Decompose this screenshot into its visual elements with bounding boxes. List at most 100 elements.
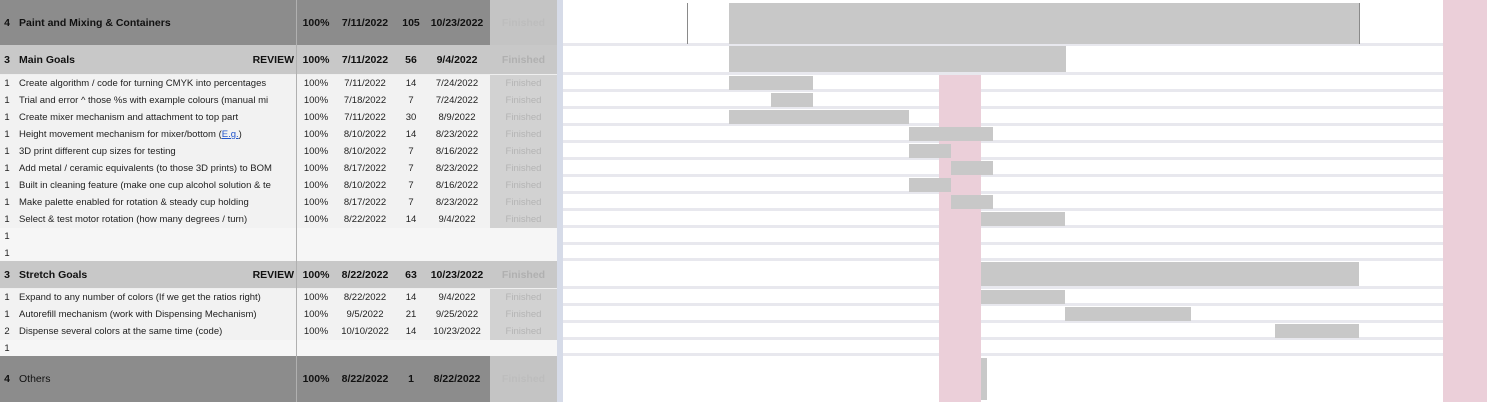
percent-cell[interactable]: 100% xyxy=(302,268,330,281)
task-name-cell[interactable]: Add metal / ceramic equivalents (to thos… xyxy=(19,163,272,174)
gantt-bar[interactable] xyxy=(951,161,993,175)
percent-cell[interactable]: 100% xyxy=(303,129,329,140)
task-name-cell[interactable]: Make palette enabled for rotation & stea… xyxy=(19,197,249,208)
end-date-cell[interactable]: 8/16/2022 xyxy=(435,146,479,157)
duration-cell[interactable]: 7 xyxy=(408,180,414,191)
duration-cell[interactable]: 1 xyxy=(408,373,414,385)
duration-cell[interactable]: 7 xyxy=(408,197,414,208)
percent-cell[interactable]: 100% xyxy=(303,326,329,337)
gantt-bar[interactable] xyxy=(729,46,1066,72)
percent-cell[interactable]: 100% xyxy=(303,180,329,191)
percent-cell[interactable]: 100% xyxy=(302,53,330,66)
gantt-bar[interactable] xyxy=(909,178,951,192)
duration-cell[interactable]: 63 xyxy=(405,268,417,281)
gantt-bar[interactable] xyxy=(981,212,1065,226)
percent-cell[interactable]: 100% xyxy=(303,78,329,89)
task-name-cell[interactable]: Height movement mechanism for mixer/bott… xyxy=(19,129,242,140)
task-name-cell[interactable]: Built in cleaning feature (make one cup … xyxy=(19,180,271,191)
duration-cell[interactable]: 30 xyxy=(405,112,417,123)
end-date-cell[interactable]: 8/22/2022 xyxy=(433,373,481,385)
status-cell[interactable]: Finished xyxy=(490,75,557,92)
duration-cell[interactable]: 7 xyxy=(408,95,414,106)
status-cell[interactable]: Finished xyxy=(490,289,557,306)
start-date-cell[interactable]: 7/11/2022 xyxy=(341,53,389,66)
gantt-bar[interactable] xyxy=(1065,307,1191,321)
task-name-cell[interactable]: 3D print different cup sizes for testing xyxy=(19,146,176,157)
duration-cell[interactable]: 21 xyxy=(405,309,417,320)
table-row-section[interactable]: 4 Paint and Mixing & Containers 100% 7/1… xyxy=(0,0,557,45)
table-row[interactable]: 1 Select & test motor rotation (how many… xyxy=(0,211,557,229)
task-name-cell[interactable]: Stretch Goals xyxy=(19,268,88,281)
table-row[interactable]: 2 Dispense several colors at the same ti… xyxy=(0,323,557,341)
percent-cell[interactable]: 100% xyxy=(303,146,329,157)
end-date-cell[interactable]: 8/16/2022 xyxy=(435,180,479,191)
end-date-cell[interactable]: 9/25/2022 xyxy=(435,309,479,320)
gantt-bar[interactable] xyxy=(729,3,1360,44)
table-row-section[interactable]: 4 Others 100% 8/22/2022 1 8/22/2022 Fini… xyxy=(0,356,557,402)
gantt-bar[interactable] xyxy=(981,262,1359,286)
empty-cells[interactable] xyxy=(296,228,491,245)
status-cell[interactable]: Finished xyxy=(501,268,546,281)
percent-cell[interactable]: 100% xyxy=(303,197,329,208)
percent-cell[interactable]: 100% xyxy=(303,309,329,320)
percent-cell[interactable]: 100% xyxy=(302,16,330,29)
end-date-cell[interactable]: 10/23/2022 xyxy=(433,326,481,337)
duration-cell[interactable]: 14 xyxy=(405,326,417,337)
end-date-cell[interactable]: 8/23/2022 xyxy=(435,197,479,208)
duration-cell[interactable]: 14 xyxy=(405,78,417,89)
gantt-bar[interactable] xyxy=(1275,324,1359,338)
table-row[interactable]: 1 Trial and error ^ those %s with exampl… xyxy=(0,92,557,110)
task-name-cell[interactable]: Dispense several colors at the same time… xyxy=(19,326,223,337)
end-date-cell[interactable]: 7/24/2022 xyxy=(435,78,479,89)
percent-cell[interactable]: 100% xyxy=(303,95,329,106)
table-row[interactable]: 1 Create algorithm / code for turning CM… xyxy=(0,75,557,93)
pane-divider[interactable] xyxy=(557,0,563,402)
duration-cell[interactable]: 56 xyxy=(405,53,417,66)
task-name-cell[interactable]: Trial and error ^ those %s with example … xyxy=(19,95,269,106)
gantt-bar[interactable] xyxy=(771,93,813,107)
start-date-cell[interactable]: 8/10/2022 xyxy=(343,180,387,191)
start-date-cell[interactable]: 7/11/2022 xyxy=(344,78,386,89)
duration-cell[interactable]: 14 xyxy=(405,129,417,140)
status-cell[interactable]: Finished xyxy=(490,211,557,228)
gantt-bar[interactable] xyxy=(909,144,951,158)
start-date-cell[interactable]: 8/10/2022 xyxy=(343,129,387,140)
status-cell[interactable]: Finished xyxy=(490,177,557,194)
status-cell[interactable]: Finished xyxy=(490,109,557,126)
task-name-cell[interactable]: Autorefill mechanism (work with Dispensi… xyxy=(19,309,257,320)
end-date-cell[interactable]: 8/23/2022 xyxy=(435,129,479,140)
status-cell[interactable]: Finished xyxy=(490,160,557,177)
table-row[interactable]: 1 Built in cleaning feature (make one cu… xyxy=(0,177,557,195)
start-date-cell[interactable]: 7/11/2022 xyxy=(344,112,386,123)
gantt-bar[interactable] xyxy=(729,110,909,124)
start-date-cell[interactable]: 8/22/2022 xyxy=(343,214,387,225)
start-date-cell[interactable]: 8/22/2022 xyxy=(341,373,389,385)
status-cell[interactable]: Finished xyxy=(490,143,557,160)
table-row[interactable]: 1 Make palette enabled for rotation & st… xyxy=(0,194,557,212)
task-name-cell[interactable]: Expand to any number of colors (If we ge… xyxy=(19,292,261,303)
status-cell[interactable]: Finished xyxy=(490,323,557,340)
duration-cell[interactable]: 14 xyxy=(405,214,417,225)
task-name-cell[interactable]: Create algorithm / code for turning CMYK… xyxy=(19,78,267,89)
table-row[interactable]: 1 Height movement mechanism for mixer/bo… xyxy=(0,126,557,144)
gantt-bar[interactable] xyxy=(951,195,993,209)
start-date-cell[interactable]: 9/5/2022 xyxy=(346,309,384,320)
end-date-cell[interactable]: 9/4/2022 xyxy=(436,53,478,66)
start-date-cell[interactable]: 7/11/2022 xyxy=(341,16,389,29)
status-cell[interactable]: Finished xyxy=(501,53,546,66)
table-row[interactable]: 1 3D print different cup sizes for testi… xyxy=(0,143,557,161)
percent-cell[interactable]: 100% xyxy=(303,112,329,123)
empty-cells[interactable] xyxy=(296,245,491,261)
empty-cells[interactable] xyxy=(296,340,491,356)
start-date-cell[interactable]: 8/22/2022 xyxy=(343,292,387,303)
status-cell[interactable]: Finished xyxy=(490,356,557,402)
start-date-cell[interactable]: 10/10/2022 xyxy=(341,326,389,337)
start-date-cell[interactable]: 8/10/2022 xyxy=(343,146,387,157)
task-name-cell[interactable]: Main Goals xyxy=(19,53,76,66)
status-cell[interactable]: Finished xyxy=(490,306,557,323)
table-row[interactable]: 1 Autorefill mechanism (work with Dispen… xyxy=(0,306,557,324)
table-row-empty[interactable]: 1 xyxy=(0,228,557,246)
status-cell[interactable]: Finished xyxy=(490,194,557,211)
duration-cell[interactable]: 7 xyxy=(408,146,414,157)
percent-cell[interactable]: 100% xyxy=(303,163,329,174)
